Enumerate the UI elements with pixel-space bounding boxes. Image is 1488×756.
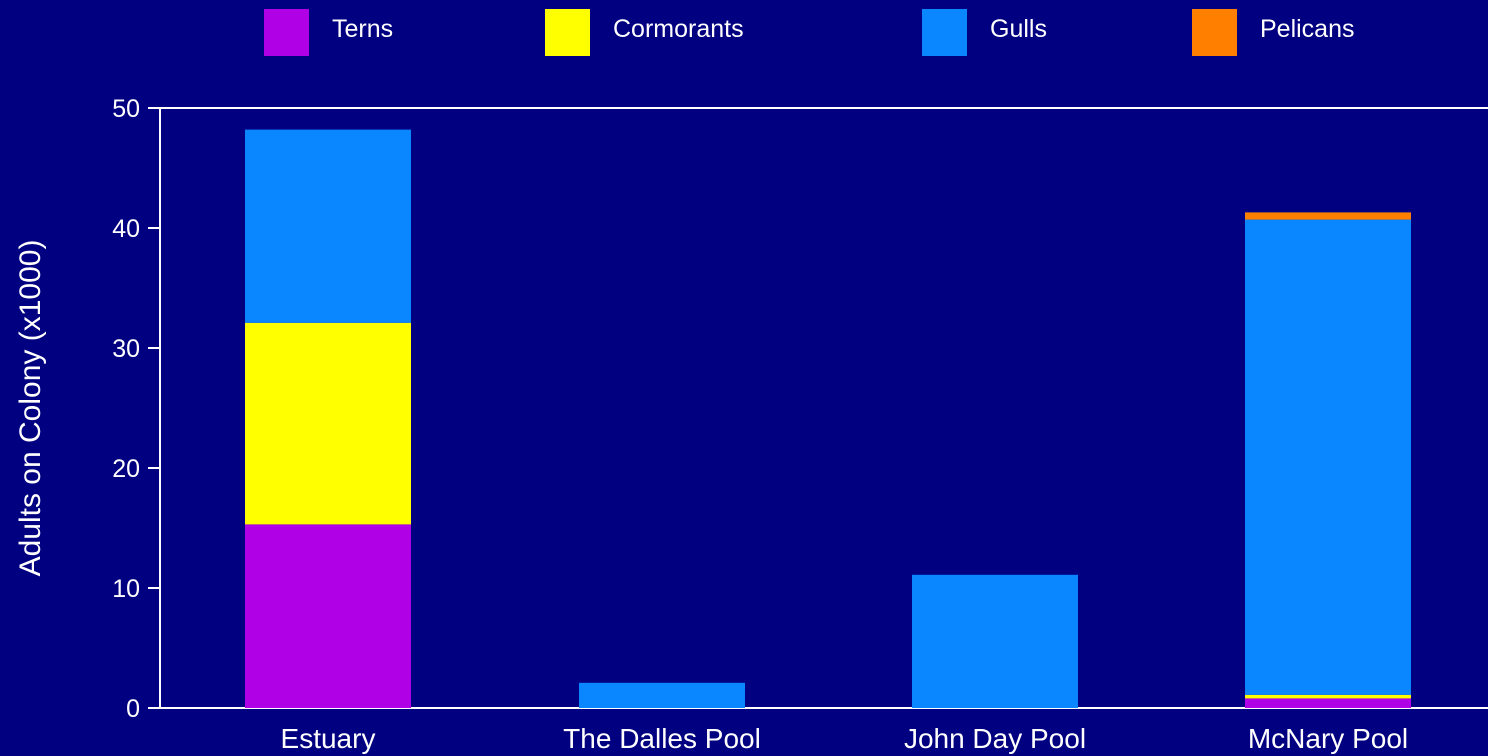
legend: Terns Cormorants Gulls Pelicans <box>264 9 1355 56</box>
legend-label-cormorants: Cormorants <box>613 15 744 43</box>
legend-swatch-cormorants <box>545 9 590 56</box>
legend-label-pelicans: Pelicans <box>1260 15 1355 43</box>
y-tick-label: 40 <box>112 215 140 243</box>
y-tick-label: 20 <box>112 455 140 483</box>
bar-mcnary-pool-cormorants <box>1245 694 1411 699</box>
legend-label-gulls: Gulls <box>990 15 1047 43</box>
legend-swatch-terns <box>264 9 309 56</box>
x-label-john-day-pool: John Day Pool <box>904 723 1086 754</box>
bar-mcnary-pool-terns <box>1245 698 1411 708</box>
x-category-labels: Estuary The Dalles Pool John Day Pool McNar… <box>281 723 1409 754</box>
y-ticks: 0 10 20 30 40 50 <box>112 95 160 723</box>
x-label-estuary: Estuary <box>281 723 376 754</box>
y-tick-label: 10 <box>112 575 140 603</box>
bar-mcnary-pool-pelicans <box>1245 212 1411 220</box>
bar-the-dalles-pool-gulls <box>579 682 745 708</box>
bar-estuary-gulls <box>245 129 411 323</box>
y-axis-title: Adults on Colony (x1000) <box>14 240 47 577</box>
x-label-the-dalles-pool: The Dalles Pool <box>563 723 761 754</box>
bar-john-day-pool-gulls <box>912 574 1078 708</box>
legend-label-terns: Terns <box>332 15 393 43</box>
bars <box>245 129 1411 708</box>
bar-estuary-terns <box>245 524 411 708</box>
bar-estuary-cormorants <box>245 322 411 525</box>
y-tick-label: 30 <box>112 335 140 363</box>
legend-swatch-gulls <box>922 9 967 56</box>
bar-mcnary-pool-gulls <box>1245 219 1411 695</box>
x-label-mcnary-pool: McNary Pool <box>1248 723 1408 754</box>
legend-swatch-pelicans <box>1192 9 1237 56</box>
y-tick-label: 50 <box>112 95 140 123</box>
y-tick-label: 0 <box>126 695 140 723</box>
